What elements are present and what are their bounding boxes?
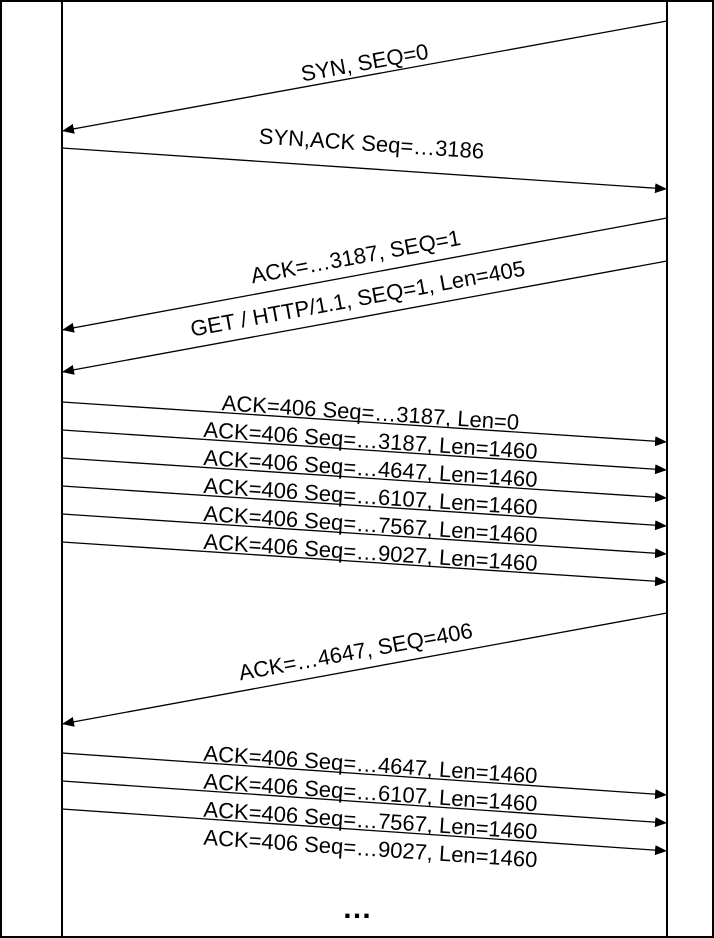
continuation-ellipsis: …: [342, 892, 372, 925]
message-arrow: [61, 260, 668, 375]
message-arrow: [61, 485, 668, 531]
message-arrow: [61, 147, 668, 194]
message-arrow: [61, 217, 668, 333]
message-arrow: [61, 513, 668, 559]
message-arrow: [61, 457, 668, 503]
message-arrow: [61, 20, 668, 134]
message-arrow: [61, 541, 668, 587]
message-arrow: [61, 612, 668, 727]
message-arrow: [61, 401, 668, 447]
message-arrow: [61, 429, 668, 475]
message-arrow: [61, 780, 668, 828]
message-arrow: [61, 808, 668, 856]
message-arrow: [61, 752, 668, 800]
